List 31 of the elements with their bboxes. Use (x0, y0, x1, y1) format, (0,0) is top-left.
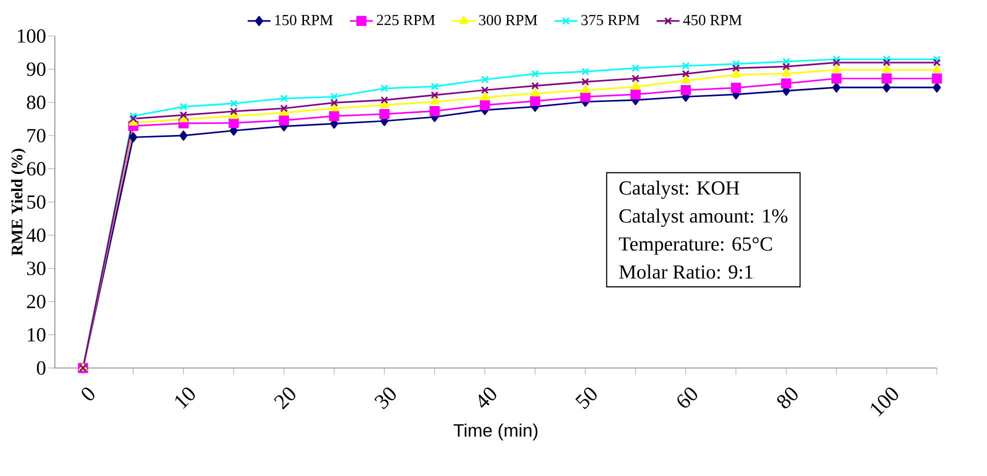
y-tick-label: 80 (26, 96, 46, 110)
x-tick-label: 10 (175, 388, 195, 409)
legend-label: 150 RPM (275, 14, 333, 26)
y-tick-label: 40 (26, 228, 46, 242)
x-tick-label: 80 (777, 388, 798, 408)
y-axis-title: RME Yield (%) (11, 148, 26, 256)
y-tick-label: 90 (26, 62, 46, 76)
y-tick-label: 60 (27, 162, 46, 176)
annotation: Temperature: 65°C (619, 237, 772, 255)
annotation: Catalyst amount: 1% (619, 208, 788, 227)
legend-label: 225 RPM (376, 14, 435, 26)
x-tick-label: 100 (870, 388, 898, 416)
annotation: Catalyst: KOH (619, 180, 740, 199)
y-tick-label: 20 (27, 294, 46, 308)
legend-label: 375 RPM (581, 14, 640, 26)
y-tick-label: 30 (27, 262, 46, 276)
x-tick-label: 20 (274, 388, 296, 410)
x-axis-title: Time (min) (454, 424, 538, 440)
x-tick-label: 30 (374, 388, 396, 410)
legend-label: 450 RPM (683, 14, 742, 26)
x-tick-label: 0 (82, 388, 94, 400)
y-tick-label: 0 (36, 361, 46, 375)
y-tick-label: 70 (27, 128, 46, 142)
y-tick-label: 50 (27, 195, 46, 209)
annotation: Molar Ratio: 9:1 (619, 264, 752, 279)
x-tick-label: 50 (575, 388, 597, 410)
y-tick-label: 10 (28, 328, 46, 342)
x-tick-label: 60 (677, 388, 698, 408)
legend-label: 300 RPM (479, 14, 538, 26)
y-tick-label: 100 (18, 29, 46, 43)
x-tick-label: 40 (478, 388, 496, 408)
